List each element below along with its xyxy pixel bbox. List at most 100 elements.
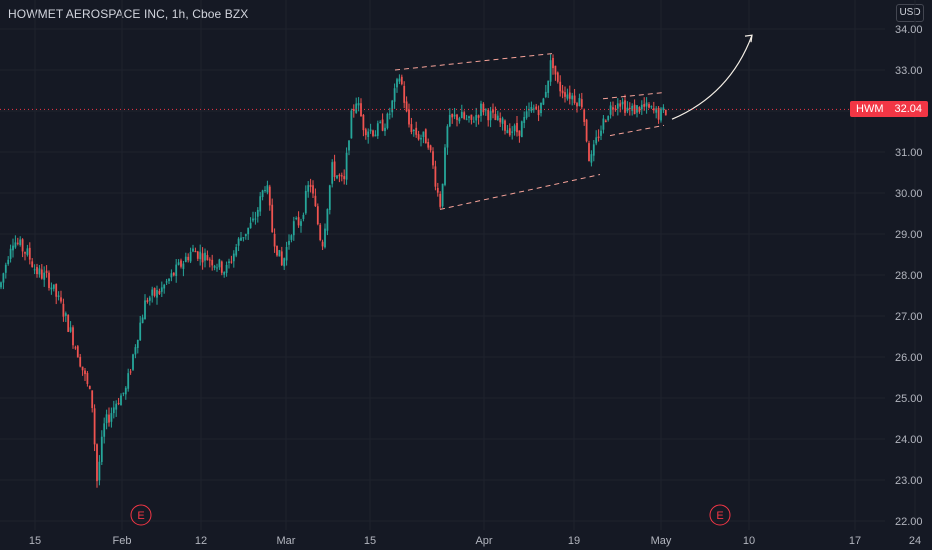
candle-body [160,287,163,292]
candle-body [2,273,5,283]
candle-body [76,346,79,358]
candle-body [266,185,269,193]
candle-body [312,185,314,194]
candle-body [242,237,245,239]
candle-body [304,190,307,214]
candle-body [355,103,358,113]
candle-body [477,115,480,118]
candle-body [67,314,70,332]
candle-body [381,119,384,131]
trend-annotations [394,34,753,210]
candle-body [79,356,82,367]
candle-body [410,124,413,133]
candle-body [331,162,334,184]
candle-body [247,227,250,235]
x-tick-label: 19 [568,535,580,547]
candle-body [504,120,506,131]
candle-body [21,239,24,252]
candle-body [492,109,494,113]
candle-body [302,214,305,219]
candle-body [144,300,146,320]
candle-body [295,218,298,220]
candle-body [564,92,566,97]
candle-body [148,297,151,301]
candle-body [321,241,324,247]
last-price-tag: HWM 32.04 [850,101,928,117]
candle-body [237,238,240,246]
candle-body [657,107,660,120]
candle-body [400,76,403,85]
candle-body [62,303,65,317]
candle-body [348,140,350,151]
candle-body [84,370,86,375]
candle-body [24,252,26,254]
candle-body [549,60,552,82]
candle-body [643,104,646,107]
candle-body [374,134,377,137]
candle-body [74,347,77,349]
candle-body [372,130,374,136]
candle-body [367,131,370,138]
candle-body [396,79,398,88]
candle-body [403,85,406,103]
candle-body [172,272,175,276]
candle-body [415,127,418,135]
candle-body [652,108,655,111]
candle-body [9,248,12,259]
candle-body [285,247,288,261]
candle-body [220,261,223,273]
candle-body [547,80,550,93]
chart-title: HOWMET AEROSPACE INC, 1h, Cboe BZX [8,7,249,21]
candle-body [475,114,478,121]
y-tick-label: 29.00 [895,229,923,241]
candle-body [489,111,492,121]
candle-body [600,130,602,136]
candle-body [324,228,326,248]
candle-body [636,105,638,113]
x-tick-label: 15 [29,535,41,547]
candle-body [436,187,439,193]
x-tick-label: May [651,535,672,547]
candle-body [480,103,482,116]
candle-body [96,444,98,482]
candle-body [146,300,149,302]
candle-body [240,237,242,241]
candle-body [484,109,487,111]
candle-body [124,387,127,395]
candle-body [40,269,43,279]
candle-body [583,109,586,123]
candle-body [482,103,485,113]
candle-body [81,366,84,371]
candle-body [571,95,574,100]
candle-body [465,118,468,120]
candle-body [115,403,118,410]
candle-body [470,114,473,120]
lower-flag-line [609,124,665,137]
candle-body [108,414,110,423]
candles [0,54,667,488]
candle-body [398,78,401,82]
candle-body [261,190,264,198]
candle-body [439,193,442,207]
candle-body [192,248,194,252]
candle-body [638,107,641,112]
candle-body [592,144,595,156]
x-tick-label: 24 [909,535,921,547]
candle-body [376,123,379,136]
candle-body [556,72,559,82]
candle-body [379,121,382,123]
candle-body [528,109,530,111]
candle-body [453,114,456,117]
x-tick-label: 15 [364,535,376,547]
currency-badge[interactable]: USD [896,4,924,22]
candle-body [180,260,182,267]
candle-body [57,295,60,297]
candle-body [662,107,665,111]
candle-body [487,109,490,121]
x-tick-label: 17 [849,535,861,547]
earnings-marker [130,504,152,526]
candle-body [196,251,199,259]
candle-body [268,186,271,206]
